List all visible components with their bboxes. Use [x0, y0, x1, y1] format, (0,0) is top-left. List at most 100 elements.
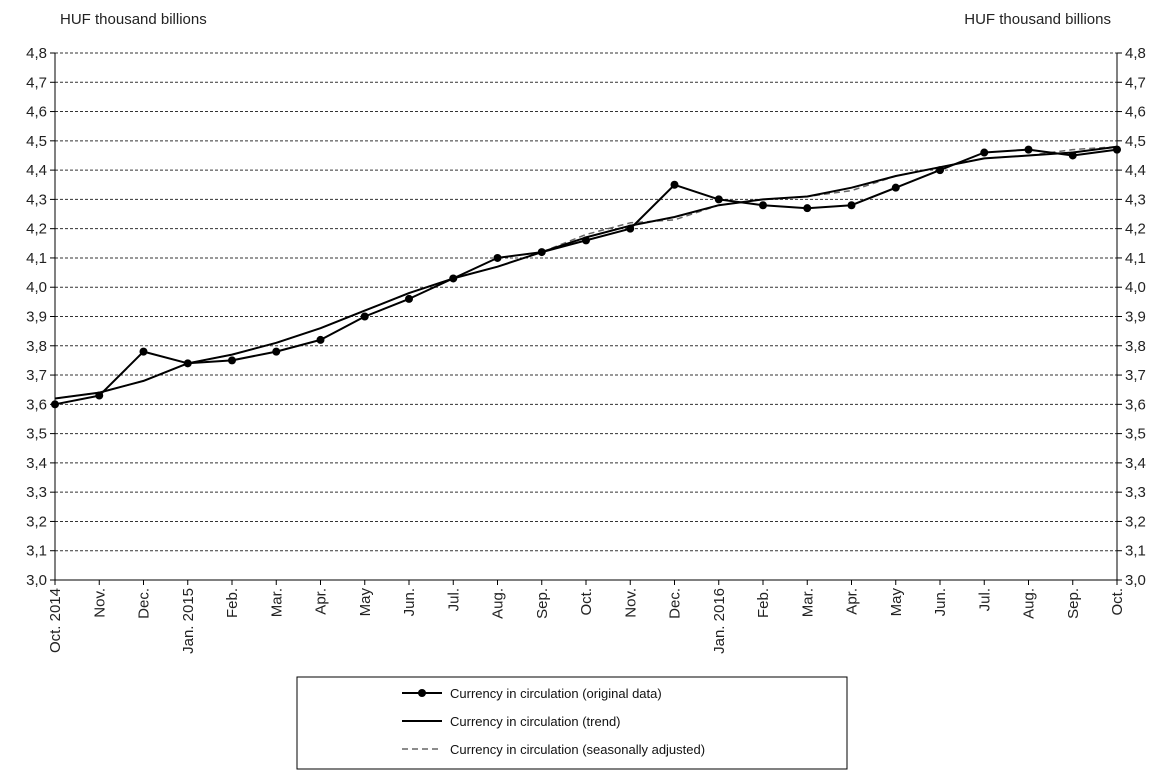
x-tick-label: Jun.: [932, 588, 949, 616]
y-tick-label-left: 4,3: [26, 191, 47, 208]
x-tick-label: Aug.: [1021, 588, 1038, 619]
data-point: [714, 195, 723, 204]
x-tick-label: Oct.: [1109, 588, 1126, 616]
data-point: [980, 148, 989, 157]
y-tick-label-right: 3,9: [1125, 309, 1146, 326]
y-tick-label-right: 4,2: [1125, 221, 1146, 238]
x-tick-label: Oct. 2014: [47, 588, 64, 653]
data-point: [1068, 151, 1077, 160]
y-tick-label-right: 3,3: [1125, 484, 1146, 501]
data-point: [272, 347, 281, 356]
y-tick-label-left: 3,6: [26, 396, 47, 413]
y-tick-label-right: 3,6: [1125, 396, 1146, 413]
y-tick-label-right: 3,5: [1125, 426, 1146, 443]
data-point: [626, 224, 635, 233]
y-tick-label-right: 4,4: [1125, 162, 1146, 179]
y-tick-label-right: 3,4: [1125, 455, 1146, 472]
data-point: [449, 274, 458, 283]
data-point: [847, 201, 856, 210]
data-point: [670, 180, 679, 189]
y-tick-label-left: 4,0: [26, 279, 47, 296]
y-tick-label-right: 4,8: [1125, 45, 1146, 62]
data-point: [493, 253, 502, 262]
y-tick-label-left: 3,5: [26, 426, 47, 443]
legend-box: [296, 676, 848, 770]
x-tick-label: Jul.: [976, 588, 993, 611]
x-tick-label: Jan. 2015: [180, 588, 197, 654]
x-tick-label: Jan. 2016: [711, 588, 728, 654]
series-layer: [51, 145, 1121, 409]
y-tick-label-left: 3,7: [26, 367, 47, 384]
data-point: [537, 248, 546, 257]
x-tick-label: Mar.: [799, 588, 816, 617]
y-tick-label-left: 4,4: [26, 162, 47, 179]
data-point: [360, 312, 369, 321]
x-tick-label: Feb.: [224, 588, 241, 618]
x-tick-label: Apr.: [313, 588, 330, 615]
y-tick-label-left: 3,9: [26, 309, 47, 326]
y-tick-label-right: 4,5: [1125, 133, 1146, 150]
legend-marker: [418, 689, 426, 697]
y-tick-label-right: 3,0: [1125, 572, 1146, 589]
x-tick-label: Dec.: [136, 588, 153, 619]
x-tick-label: Feb.: [755, 588, 772, 618]
axis-layer: 4,8 4,8 4,7 4,7 4,6 4,6 4,5 4,5 4,4 4,4 4,3 4,3 4,2 4…: [26, 45, 1146, 654]
legend-label: Currency in circulation (original data): [450, 686, 662, 701]
data-point: [51, 400, 59, 409]
data-point: [228, 356, 236, 365]
y-tick-label-right: 4,0: [1125, 279, 1146, 296]
x-tick-label: Jul.: [445, 588, 462, 611]
grid-layer: [55, 52, 1117, 552]
data-point: [936, 166, 944, 175]
x-tick-label: Oct.: [578, 588, 595, 616]
y-tick-label-left: 3,8: [26, 338, 47, 355]
y-tick-label-right: 4,3: [1125, 191, 1146, 208]
y-tick-label-right: 3,8: [1125, 338, 1146, 355]
y-tick-label-right: 3,2: [1125, 513, 1146, 530]
y-tick-label-left: 3,2: [26, 513, 47, 530]
y-tick-label-left: 4,6: [26, 104, 47, 121]
x-tick-label: May: [888, 588, 905, 617]
y-tick-label-right: 4,1: [1125, 250, 1146, 267]
y-tick-label-right: 3,1: [1125, 543, 1146, 560]
data-point: [582, 236, 590, 245]
y-tick-label-left: 3,3: [26, 484, 47, 501]
left-unit-label: HUF thousand billions: [60, 11, 207, 28]
data-point: [1113, 145, 1121, 154]
y-tick-label-right: 4,6: [1125, 104, 1146, 121]
x-tick-label: Sep.: [1065, 588, 1082, 619]
series-line: [54, 148, 1118, 406]
y-tick-label-left: 3,4: [26, 455, 47, 472]
x-tick-label: Mar.: [268, 588, 285, 617]
x-tick-label: Sep.: [534, 588, 551, 619]
data-point: [803, 204, 812, 213]
legend-label: Currency in circulation (seasonally adju…: [450, 742, 705, 757]
data-point: [891, 183, 900, 192]
y-tick-label-left: 4,5: [26, 133, 47, 150]
y-tick-label-left: 3,1: [26, 543, 47, 560]
y-tick-label-left: 4,7: [26, 74, 47, 91]
data-point: [1024, 145, 1033, 154]
x-tick-label: Dec.: [667, 588, 684, 619]
x-tick-label: Nov.: [91, 588, 108, 618]
y-tick-label-right: 3,7: [1125, 367, 1146, 384]
data-point: [95, 391, 104, 400]
x-tick-label: Aug.: [490, 588, 507, 619]
legend: Currency in circulation (original data) C…: [296, 676, 848, 770]
data-point: [759, 201, 767, 210]
x-tick-label: Nov.: [622, 588, 639, 618]
data-point: [316, 335, 325, 344]
y-tick-label-left: 4,8: [26, 45, 47, 62]
x-tick-label: Apr.: [844, 588, 861, 615]
data-point: [183, 359, 192, 368]
x-tick-label: May: [357, 588, 374, 617]
right-unit-label: HUF thousand billions: [964, 11, 1111, 28]
data-point: [405, 294, 413, 303]
y-tick-label-left: 4,1: [26, 250, 47, 267]
x-tick-label: Jun.: [401, 588, 418, 616]
y-tick-label-right: 4,7: [1125, 74, 1146, 91]
legend-label: Currency in circulation (trend): [450, 714, 621, 729]
data-point: [139, 347, 148, 356]
